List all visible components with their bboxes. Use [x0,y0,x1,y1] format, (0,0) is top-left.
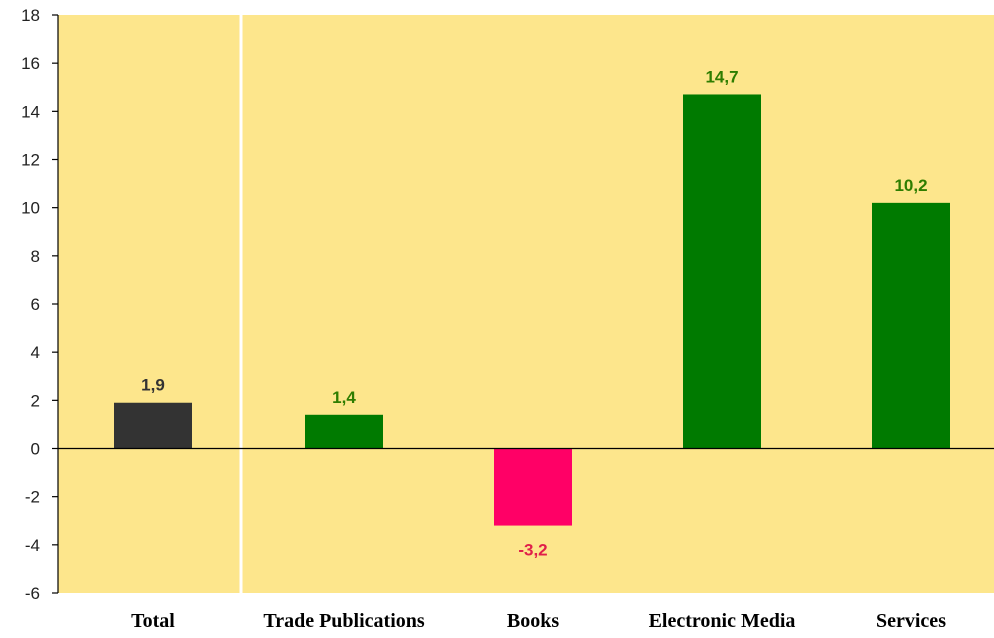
bar-services [872,202,950,449]
y-tick-label: -2 [25,488,40,507]
y-tick-label: 4 [31,343,40,362]
bar-electronic-media [683,94,761,449]
bars [114,94,950,526]
bar-trade-publications [305,414,383,449]
category-label: Electronic Media [649,610,796,632]
data-labels: 1,9 1,4 -3,2 14,7 10,2 [141,67,927,559]
y-tick-label: 12 [21,151,40,170]
data-label: 14,7 [705,67,738,86]
data-label: 1,9 [141,376,165,395]
y-axis: 18 16 14 12 10 8 6 4 2 0 -2 -4 -6 [21,6,59,603]
x-axis-categories: Total Trade Publications Books Electronic M… [131,610,946,632]
data-label: -3,2 [518,541,547,560]
bar-total [114,402,192,449]
y-tick-label: -6 [25,584,40,603]
category-label: Services [876,610,946,632]
y-tick-label: 0 [31,440,40,459]
y-tick-label: 6 [31,295,40,314]
category-label: Total [131,610,175,632]
y-tick-label: -4 [25,536,40,555]
y-tick-label: 2 [31,391,40,410]
y-tick-label: 10 [21,199,40,218]
category-label: Books [507,610,559,632]
y-tick-label: 18 [21,6,40,25]
y-tick-label: 8 [31,247,40,266]
y-tick-label: 16 [21,54,40,73]
data-label: 1,4 [332,388,356,407]
y-tick-label: 14 [21,102,40,121]
category-label: Trade Publications [263,610,425,632]
bar-books [494,448,572,526]
data-label: 10,2 [894,176,927,195]
